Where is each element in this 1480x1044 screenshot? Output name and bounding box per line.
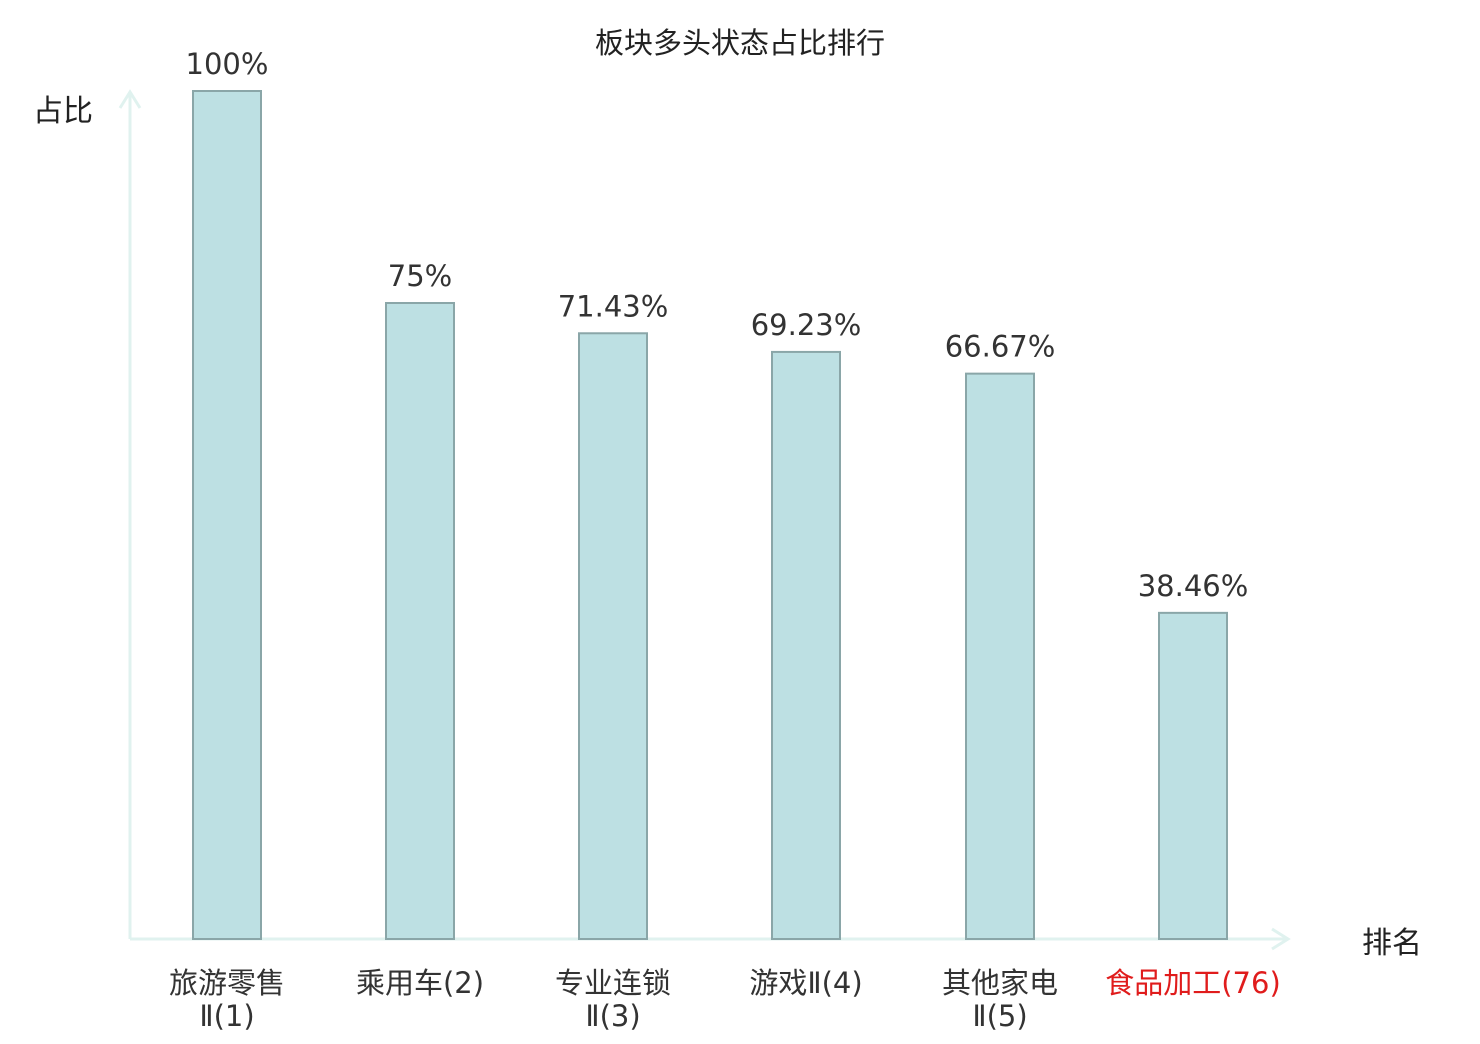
- category-tick-label: 乘用车(2): [356, 966, 484, 1000]
- y-axis-label: 占比: [33, 94, 93, 129]
- bars-group: [192, 90, 1228, 940]
- bar-value-label: 100%: [186, 47, 269, 81]
- value-labels-group: 100% 75% 71.43% 69.23% 66.67% 38.46%: [186, 47, 1249, 603]
- category-tick-label: Ⅱ(3): [585, 999, 640, 1033]
- y-axis-arrow-icon: [118, 89, 142, 109]
- category-tick-label: 食品加工(76): [1105, 966, 1281, 1000]
- bar-value-label: 71.43%: [558, 289, 669, 323]
- bar-value-label: 75%: [388, 259, 452, 293]
- chart-title: 板块多头状态占比排行: [595, 26, 885, 60]
- bar: [965, 372, 1035, 940]
- category-tick-label: 游戏Ⅱ(4): [749, 966, 862, 1000]
- bar: [578, 332, 648, 940]
- bar: [385, 302, 455, 940]
- category-tick-label: 旅游零售: [169, 966, 285, 1000]
- bar-value-label: 69.23%: [751, 308, 862, 342]
- bar: [771, 350, 841, 940]
- bar: [1158, 611, 1228, 940]
- x-axis-arrow-icon: [1271, 927, 1291, 951]
- bar-value-label: 66.67%: [945, 330, 1056, 364]
- category-tick-label: Ⅱ(1): [199, 999, 254, 1033]
- category-tick-label: 其他家电: [942, 966, 1058, 1000]
- bar-value-label: 38.46%: [1138, 569, 1249, 603]
- category-tick-label: 专业连锁: [555, 966, 671, 1000]
- category-tick-label: Ⅱ(5): [972, 999, 1027, 1033]
- axes: [118, 89, 1291, 951]
- x-axis-label: 排名: [1362, 926, 1422, 961]
- bar: [192, 90, 262, 940]
